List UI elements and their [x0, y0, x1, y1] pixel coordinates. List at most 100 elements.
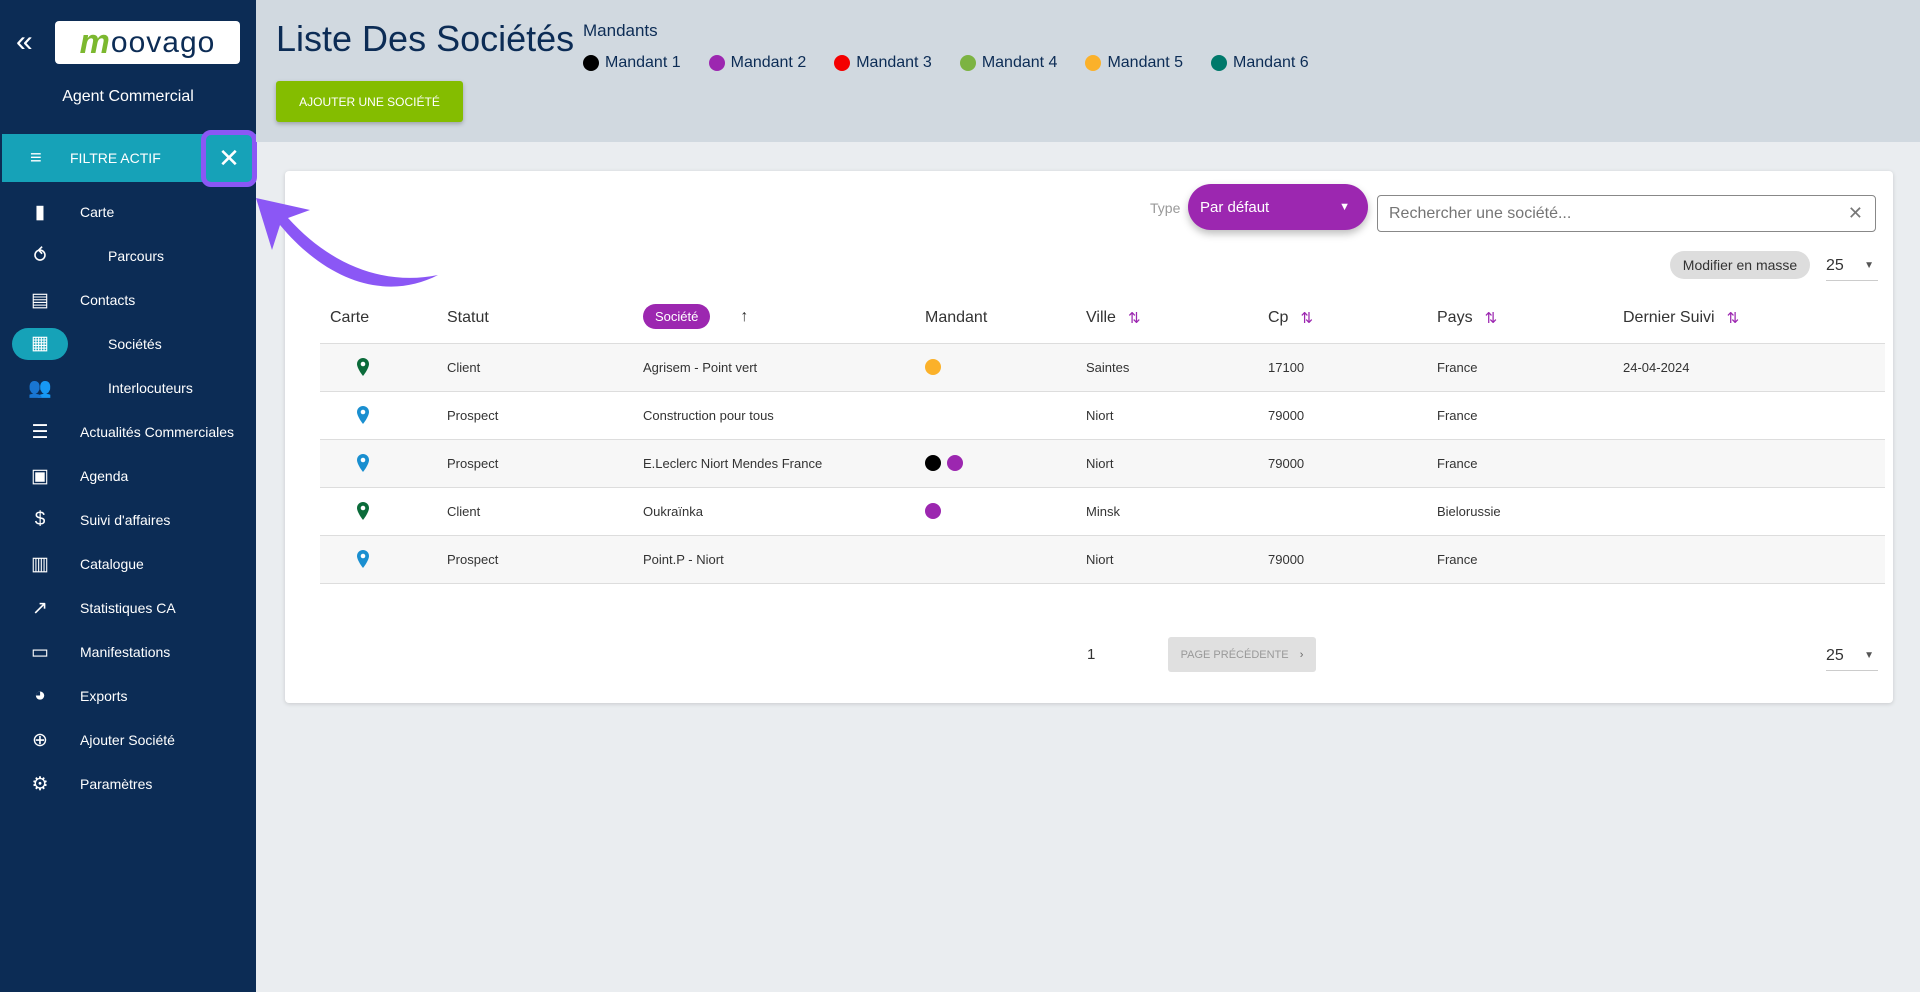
- per-page-select-top[interactable]: 25 ▼: [1826, 251, 1878, 281]
- cell-statut: Prospect: [447, 456, 499, 471]
- sidebar-item-soci-t-s[interactable]: ▦ Sociétés: [0, 322, 256, 366]
- per-page-select-bottom[interactable]: 25 ▼: [1826, 641, 1878, 671]
- gear-icon: ⚙: [31, 773, 49, 795]
- col-statut: Statut: [447, 309, 489, 327]
- search-input[interactable]: [1378, 204, 1818, 223]
- previous-page-button[interactable]: Page précédente ›: [1168, 637, 1316, 672]
- cell-mandant: [925, 503, 941, 519]
- clear-search-icon[interactable]: ✕: [1847, 203, 1863, 223]
- table-header: Carte Statut Société ↑ Mandant Ville ⇅ Cp ⇅…: [320, 297, 1885, 344]
- mandant-dot: [925, 359, 941, 375]
- col-dernier-suivi[interactable]: Dernier Suivi ⇅: [1623, 309, 1739, 327]
- col-carte: Carte: [330, 309, 369, 327]
- col-pays[interactable]: Pays ⇅: [1437, 309, 1497, 327]
- mandant-dot: [959, 55, 976, 71]
- add-circle-icon: ⊕: [32, 729, 48, 751]
- sidebar-item-param-tres[interactable]: ⚙ Paramètres: [0, 762, 256, 806]
- cell-pays: France: [1437, 360, 1478, 375]
- table-row[interactable]: Client Oukraïnka Minsk Bielorussie: [320, 488, 1885, 536]
- sidebar-item-label: Sociétés: [108, 336, 162, 352]
- sidebar-item-catalogue[interactable]: ▥ Catalogue: [0, 542, 256, 586]
- caret-down-icon: ▼: [1864, 260, 1874, 271]
- cell-ville: Saintes: [1086, 360, 1130, 375]
- cell-pays: France: [1437, 456, 1478, 471]
- table-row[interactable]: Client Agrisem - Point vert Saintes 1710…: [320, 344, 1885, 392]
- sort-icon[interactable]: ⇅: [1484, 310, 1498, 327]
- mandant-dot: [1085, 55, 1102, 71]
- search-field[interactable]: ✕: [1377, 195, 1876, 232]
- book-icon: ▥: [31, 553, 49, 575]
- cell-societe[interactable]: Agrisem - Point vert: [643, 360, 758, 375]
- col-ville[interactable]: Ville ⇅: [1086, 309, 1141, 327]
- sidebar-item-interlocuteurs[interactable]: 👥 Interlocuteurs: [0, 366, 256, 410]
- cell-societe[interactable]: E.Leclerc Niort Mendes France: [643, 456, 823, 471]
- col-mandant: Mandant: [925, 309, 987, 327]
- list-icon: ☰: [31, 421, 49, 443]
- col-label: Dernier Suivi: [1623, 309, 1715, 326]
- add-company-button[interactable]: Ajouter une société: [276, 81, 463, 122]
- clear-filter-button[interactable]: ✕: [201, 130, 257, 187]
- sidebar-item-label: Manifestations: [80, 644, 171, 660]
- filter-icon: ≡: [30, 146, 42, 169]
- page-header: Liste Des Sociétés Mandants Mandant 1 Man…: [256, 0, 1920, 142]
- col-societe[interactable]: Société ↑: [643, 304, 748, 329]
- map-pin-icon[interactable]: [357, 358, 369, 376]
- type-label: Type: [1150, 200, 1181, 216]
- close-icon: ✕: [218, 143, 240, 173]
- sidebar-item-actualit-s-commerciales[interactable]: ☰ Actualités Commerciales: [0, 410, 256, 454]
- companies-card: Type Par défaut ▼ ✕ Modifier en masse 25 ▼…: [285, 171, 1893, 703]
- cell-mandant: [925, 455, 963, 471]
- user-role: Agent Commercial: [62, 88, 194, 105]
- caret-down-icon: ▼: [1864, 650, 1874, 661]
- previous-page-label: Page précédente: [1180, 648, 1289, 661]
- map-pin-icon[interactable]: [357, 550, 369, 568]
- table-row[interactable]: Prospect Construction pour tous Niort 79…: [320, 392, 1885, 440]
- map-pin-icon[interactable]: [357, 406, 369, 424]
- sort-asc-icon[interactable]: ↑: [740, 307, 749, 325]
- type-select-value: Par défaut: [1200, 198, 1270, 216]
- sidebar-item-exports[interactable]: ◕ Exports: [0, 674, 256, 718]
- logo-initial: m: [79, 23, 111, 61]
- sidebar-item-label: Statistiques CA: [80, 600, 176, 616]
- map-pin-icon[interactable]: [357, 454, 369, 472]
- map-pin-icon[interactable]: [357, 502, 369, 520]
- mandant-dot: [834, 55, 851, 71]
- cell-dernier-suivi: 24-04-2024: [1623, 360, 1690, 375]
- table-row[interactable]: Prospect Point.P - Niort Niort 79000 Fra…: [320, 536, 1885, 584]
- sidebar-item-carte[interactable]: ▮ Carte: [0, 190, 256, 234]
- sidebar-item-parcours[interactable]: ⥀ Parcours: [0, 234, 256, 278]
- bulk-edit-button[interactable]: Modifier en masse: [1670, 251, 1810, 279]
- sidebar-item-agenda[interactable]: ▣ Agenda: [0, 454, 256, 498]
- col-label[interactable]: Société: [643, 304, 711, 329]
- legend-item: Mandant 4: [959, 54, 1057, 72]
- cell-statut: Client: [447, 360, 481, 375]
- sidebar-item-statistiques-ca[interactable]: ↗ Statistiques CA: [0, 586, 256, 630]
- sort-icon[interactable]: ⇅: [1726, 310, 1740, 327]
- sidebar-item-contacts[interactable]: ▤ Contacts: [0, 278, 256, 322]
- cell-societe[interactable]: Construction pour tous: [643, 408, 774, 423]
- sort-icon[interactable]: ⇅: [1300, 310, 1314, 327]
- cell-societe[interactable]: Oukraïnka: [643, 504, 703, 519]
- legend-item: Mandant 5: [1085, 54, 1183, 72]
- chevron-right-icon: ›: [1299, 648, 1304, 661]
- col-cp[interactable]: Cp ⇅: [1268, 309, 1313, 327]
- sidebar-item-ajouter-soci-t-[interactable]: ⊕ Ajouter Société: [0, 718, 256, 762]
- sidebar-item-suivi-d-affaires[interactable]: $ Suivi d'affaires: [0, 498, 256, 542]
- sort-icon[interactable]: ⇅: [1127, 310, 1141, 327]
- cell-pays: France: [1437, 408, 1478, 423]
- cell-societe[interactable]: Point.P - Niort: [643, 552, 724, 567]
- cell-pays: Bielorussie: [1437, 504, 1501, 519]
- legend-label: Mandant 6: [1233, 54, 1309, 71]
- type-select[interactable]: Par défaut ▼: [1188, 184, 1368, 230]
- annotation-arrow-icon: [256, 198, 438, 287]
- table-row[interactable]: Prospect E.Leclerc Niort Mendes France N…: [320, 440, 1885, 488]
- page-title: Liste Des Sociétés: [276, 18, 575, 59]
- sidebar-item-manifestations[interactable]: ▭ Manifestations: [0, 630, 256, 674]
- mandant-dot: [947, 455, 963, 471]
- legend-label: Mandant 1: [605, 54, 681, 71]
- mandant-dot: [583, 55, 599, 71]
- sidebar-item-label: Ajouter Société: [80, 732, 175, 748]
- collapse-sidebar-icon[interactable]: «: [16, 25, 33, 58]
- pie-icon: ◕: [34, 685, 46, 706]
- cell-cp: 17100: [1268, 360, 1305, 375]
